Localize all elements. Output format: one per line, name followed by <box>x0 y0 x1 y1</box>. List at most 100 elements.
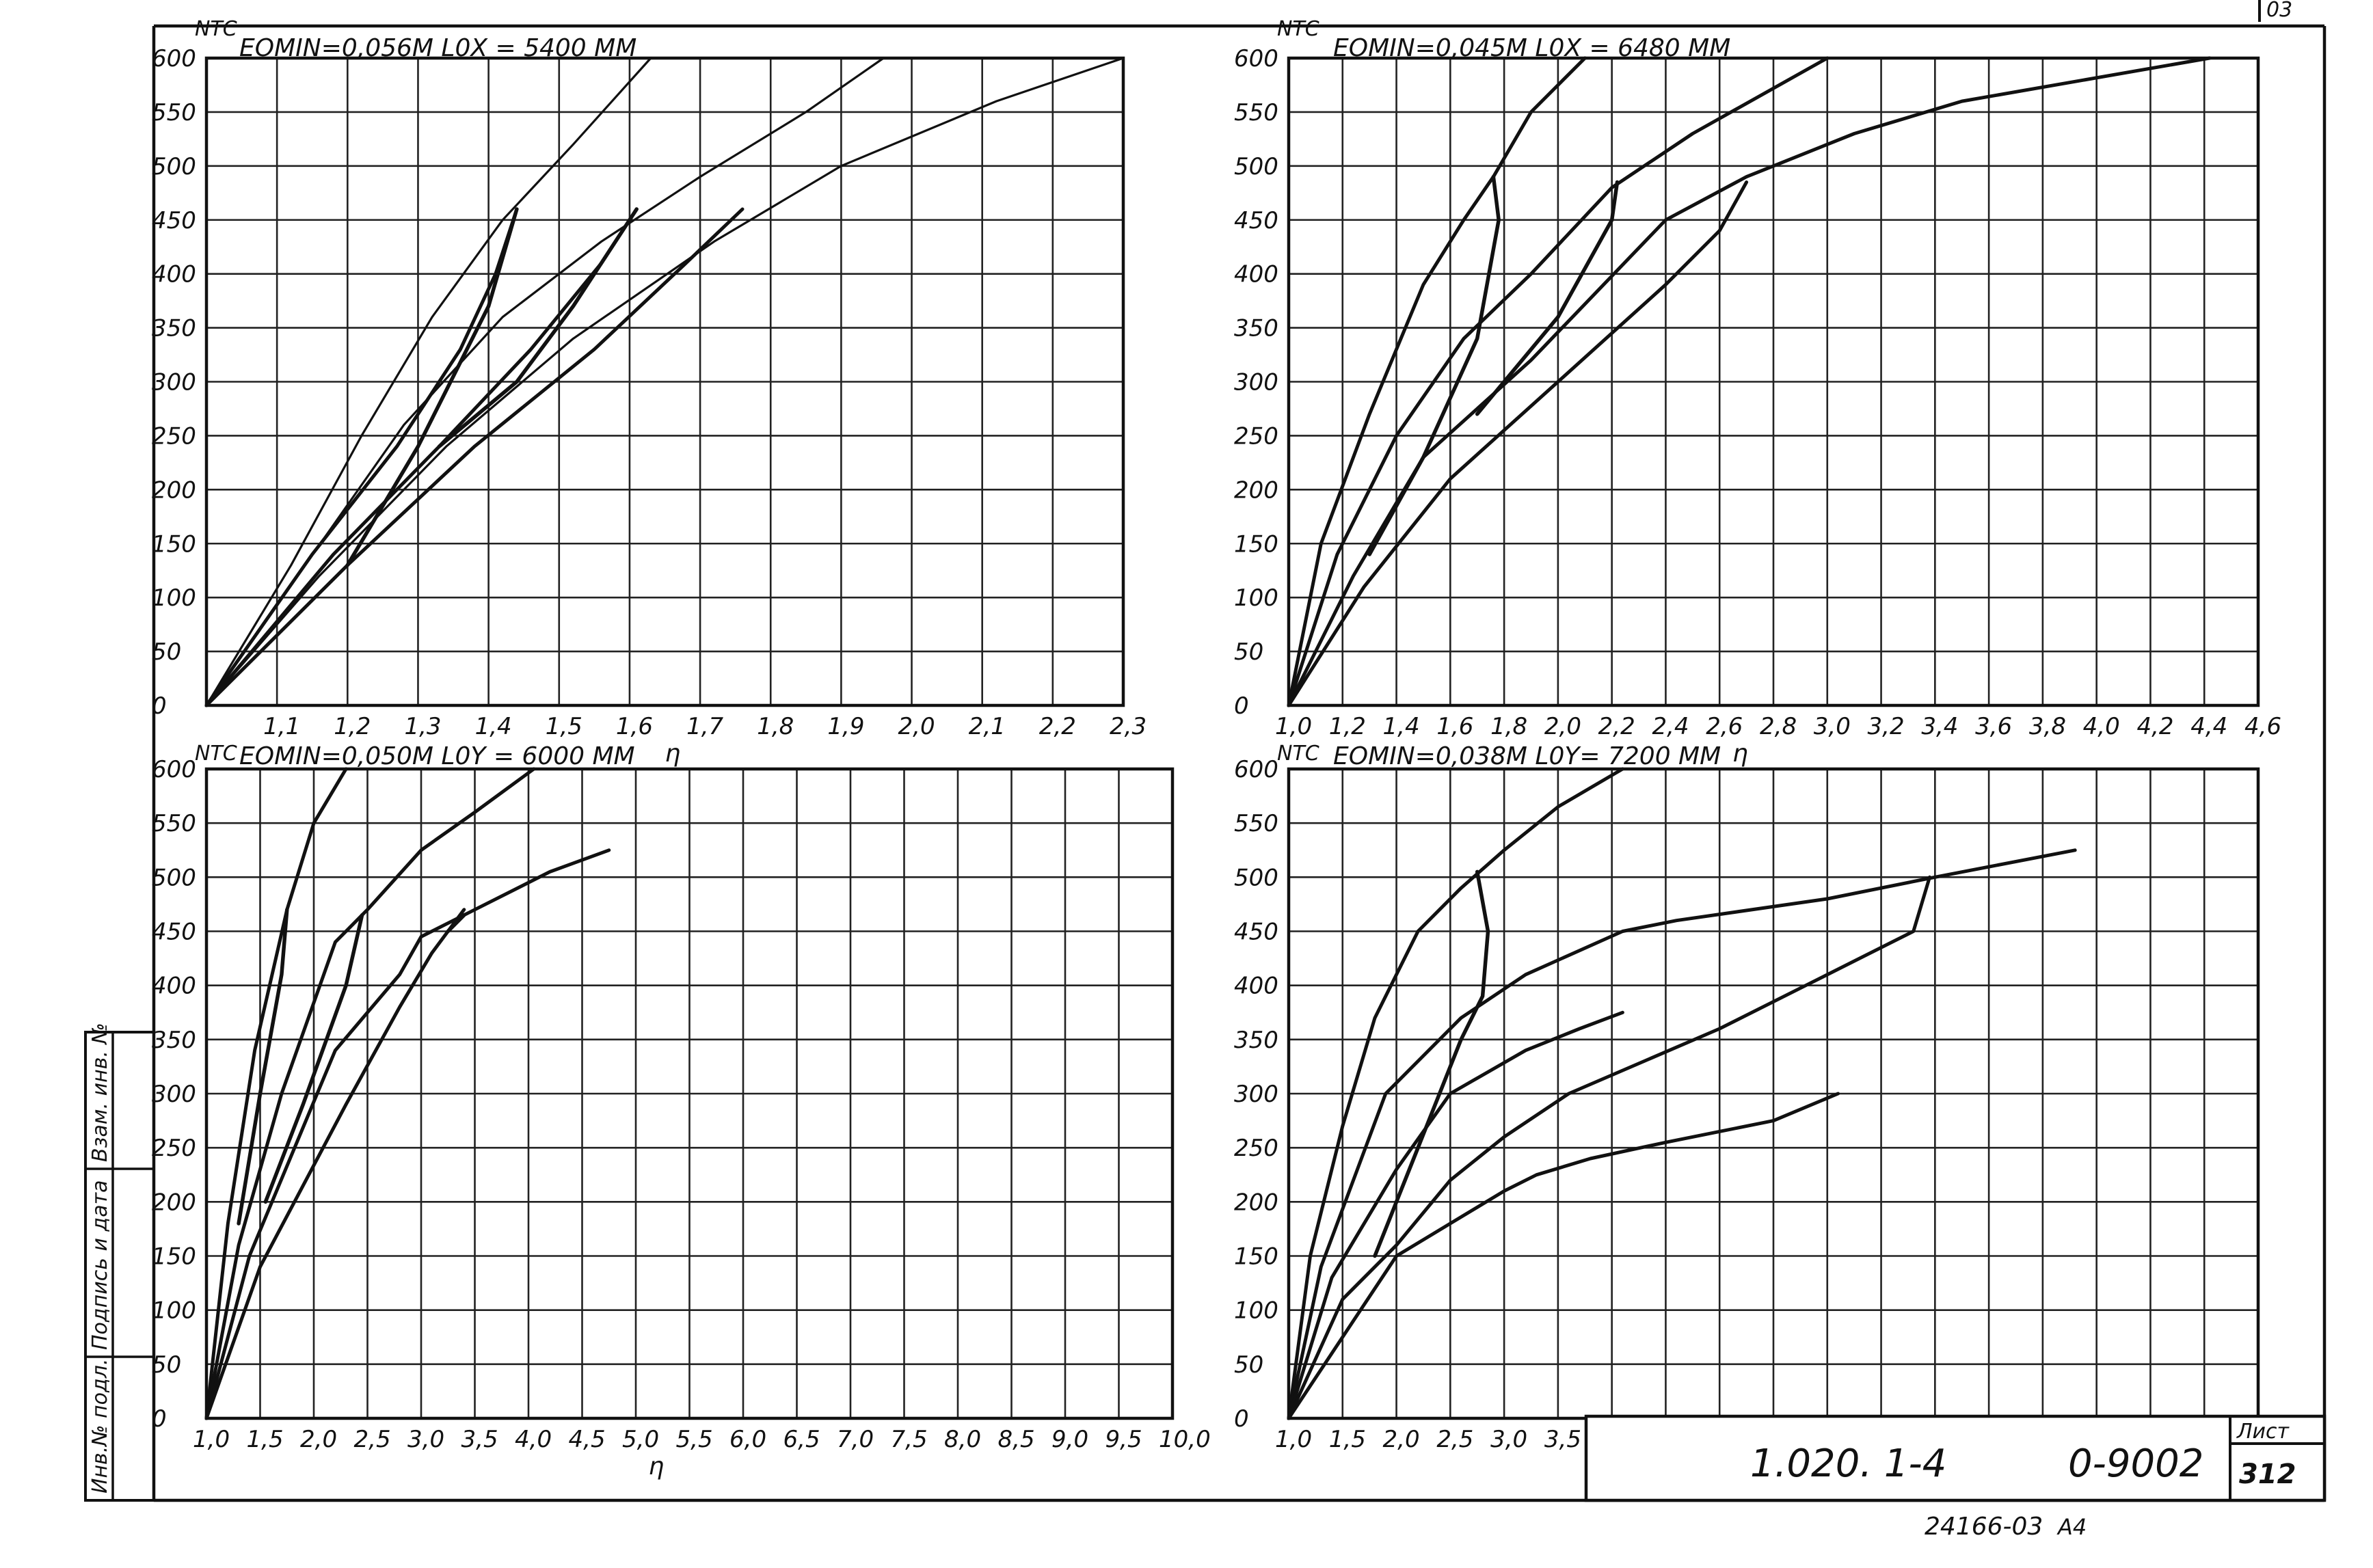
series-line-5 <box>237 908 289 1226</box>
y-tick-label: 150 <box>1234 530 1278 558</box>
y-tick-label: 300 <box>152 369 196 396</box>
inventory-number: 24166-03 <box>1925 1513 2043 1541</box>
series-line-1 <box>205 57 652 707</box>
chart-title: EOMIN=0,056M L0X = 5400 MM <box>239 34 636 62</box>
x-tick-label: 1,0 <box>1275 713 1312 740</box>
y-tick-label: 100 <box>1234 1297 1278 1325</box>
y-tick-label: 400 <box>152 261 196 288</box>
series-line-4 <box>204 908 466 1420</box>
y-tick-label: 500 <box>1234 153 1278 180</box>
chart-panel-bottom-left: 0 50 100 150 200 250 300 350 400 450 500 550 600 1,0 1… <box>152 742 1211 1481</box>
y-tick-label: 600 <box>1234 756 1278 783</box>
x-tick-label: 1,0 <box>193 1426 230 1453</box>
document-number: 0-9002 <box>2068 1442 2203 1486</box>
y-tick-label: 100 <box>152 584 196 612</box>
series-line-6 <box>1373 869 1490 1258</box>
y-tick-label: 600 <box>152 756 196 783</box>
x-tick-label: 1,5 <box>1329 1426 1366 1453</box>
series-line-3 <box>204 848 611 1420</box>
x-tick-label: 1,8 <box>1490 713 1527 740</box>
y-tick-label: 550 <box>152 810 196 837</box>
y-tick-label: 300 <box>1234 369 1278 396</box>
y-tick-label: 600 <box>1234 45 1278 72</box>
x-tick-label: 1,5 <box>546 713 582 740</box>
y-tick-label: 0 <box>152 1405 167 1433</box>
binding-stamp: Инв.№ подл. Подпись и дата Взам. инв. № <box>84 1023 155 1502</box>
series-line-1 <box>1287 767 1624 1420</box>
y-tick-label: 0 <box>1234 692 1249 720</box>
series-line-1 <box>1287 56 1587 707</box>
x-tick-label: 6,5 <box>783 1426 820 1453</box>
x-tick-label: 1,8 <box>757 713 794 740</box>
stamp-label-original: Инв.№ подл. <box>88 1359 112 1493</box>
sheet-number: 312 <box>2239 1459 2296 1490</box>
y-tick-label: 350 <box>152 315 196 342</box>
y-tick-label: 50 <box>1234 638 1263 666</box>
series-line-2 <box>1287 848 2077 1420</box>
x-tick-label: 9,5 <box>1105 1426 1142 1453</box>
x-tick-label: 3,0 <box>1814 713 1851 740</box>
y-tick-label: 100 <box>152 1297 196 1325</box>
x-tick-label: 8,5 <box>998 1426 1035 1453</box>
y-tick-label: 300 <box>1234 1081 1278 1108</box>
series-line-3 <box>1287 1010 1624 1420</box>
sheet-format: A4 <box>2056 1514 2087 1540</box>
x-tick-label: 5,0 <box>622 1426 659 1453</box>
y-tick-label: 0 <box>1234 1405 1249 1433</box>
series-line-1 <box>204 767 348 1420</box>
x-tick-label: 3,0 <box>1490 1426 1527 1453</box>
x-tick-label: 1,6 <box>1436 713 1473 740</box>
x-tick-label: 1,5 <box>247 1426 284 1453</box>
y-axis-label: NTC <box>195 742 237 766</box>
x-tick-label: 2,0 <box>898 713 935 740</box>
x-tick-label: 10,0 <box>1159 1426 1211 1453</box>
y-tick-label: 250 <box>1234 1135 1278 1162</box>
x-tick-label: 2,5 <box>1436 1426 1473 1453</box>
x-tick-label: 7,5 <box>891 1426 928 1453</box>
series-line-3 <box>205 57 1125 707</box>
y-tick-label: 250 <box>152 1135 196 1162</box>
x-tick-label: 2,8 <box>1760 713 1797 740</box>
chart-title: EOMIN=0,045M L0X = 6480 MM <box>1333 34 1730 62</box>
y-tick-label: 400 <box>152 973 196 1000</box>
y-tick-label: 600 <box>152 45 196 72</box>
x-tick-label: 1,2 <box>334 713 371 740</box>
x-tick-label: 5,5 <box>676 1426 713 1453</box>
x-tick-label: 2,5 <box>354 1426 391 1453</box>
chart-panel-top-left: 0 50 100 150 200 250 300 350 400 450 500 550 600 1,1 1… <box>152 17 1147 768</box>
x-tick-label: 3,5 <box>1544 1426 1581 1453</box>
x-tick-label: 8,0 <box>944 1426 981 1453</box>
x-tick-label: 1,2 <box>1329 713 1366 740</box>
chart-panel-top-right: 0 50 100 150 200 250 300 350 400 450 500 550 600 1,0 1… <box>1234 17 2281 768</box>
x-tick-label: 1,6 <box>616 713 653 740</box>
y-axis-label: NTC <box>195 17 237 41</box>
x-tick-label: 2,2 <box>1039 713 1076 740</box>
y-tick-label: 550 <box>1234 99 1278 126</box>
x-tick-label: 4,5 <box>569 1426 606 1453</box>
series-line-3 <box>1287 56 2212 707</box>
y-tick-label: 200 <box>1234 476 1278 504</box>
x-tick-label: 1,3 <box>404 713 441 740</box>
y-tick-label: 450 <box>1234 919 1278 946</box>
y-tick-label: 450 <box>152 207 196 234</box>
series-line-7 <box>345 207 519 567</box>
y-tick-label: 150 <box>152 530 196 558</box>
x-tick-label: 4,2 <box>2136 713 2173 740</box>
series-line-5 <box>1367 174 1501 556</box>
x-tick-label: 3,0 <box>407 1426 444 1453</box>
x-tick-label: 4,0 <box>2083 713 2120 740</box>
y-tick-label: 250 <box>1234 422 1278 450</box>
title-block: 1.020. 1-4 0-9002 Лист 312 <box>1584 1414 2327 1502</box>
y-tick-label: 450 <box>1234 207 1278 234</box>
series-line-4 <box>204 207 519 707</box>
y-tick-label: 550 <box>152 99 196 126</box>
y-tick-label: 200 <box>1234 1189 1278 1216</box>
x-tick-label: 1,0 <box>1275 1426 1312 1453</box>
x-axis-label: η <box>665 740 681 768</box>
y-tick-label: 400 <box>1234 973 1278 1000</box>
x-tick-label: 3,2 <box>1868 713 1905 740</box>
x-tick-label: 4,6 <box>2244 713 2281 740</box>
x-tick-label: 3,6 <box>1975 713 2012 740</box>
series-line-2 <box>1287 56 1829 707</box>
